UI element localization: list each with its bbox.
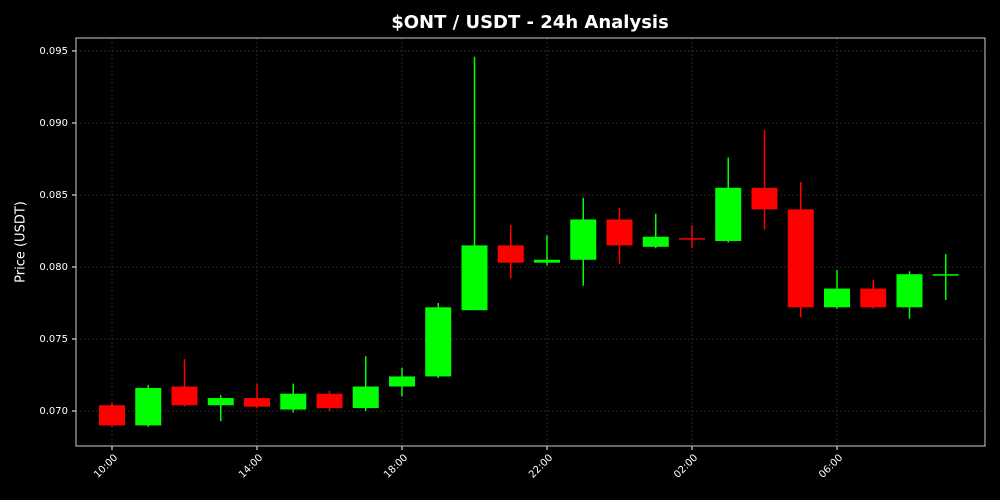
candle-body xyxy=(570,219,597,260)
x-tick-label: 06:00 xyxy=(817,452,845,480)
x-tick-label: 10:00 xyxy=(92,452,120,480)
x-tick-label: 22:00 xyxy=(527,452,555,480)
y-tick-label: 0.085 xyxy=(39,190,68,201)
chart-title: $ONT / USDT - 24h Analysis xyxy=(391,12,669,33)
candle-body xyxy=(352,386,379,409)
candle-body xyxy=(461,245,488,311)
x-tick-label: 14:00 xyxy=(237,452,265,480)
candle-body xyxy=(932,274,959,276)
candle-body xyxy=(896,274,923,308)
x-tick-label: 18:00 xyxy=(382,452,410,480)
candle-body xyxy=(316,393,343,409)
candle-body xyxy=(751,187,778,210)
candle-body xyxy=(824,288,850,308)
candle-body xyxy=(642,236,669,247)
candle-body xyxy=(787,209,814,308)
y-tick-label: 0.090 xyxy=(39,118,68,129)
candle-body xyxy=(99,405,125,426)
candle-body xyxy=(389,376,415,387)
candle-body xyxy=(425,307,452,377)
y-axis-label: Price (USDT) xyxy=(14,201,29,283)
candle-body xyxy=(860,288,887,308)
candle-body xyxy=(534,259,560,263)
candle-body xyxy=(171,386,198,406)
plot-frame xyxy=(75,37,986,447)
candle-body xyxy=(497,245,524,263)
candle-body xyxy=(207,398,234,406)
candle-body xyxy=(244,398,270,407)
candle-body xyxy=(606,219,633,246)
y-tick-label: 0.075 xyxy=(39,334,68,345)
y-tick-label: 0.070 xyxy=(39,406,68,417)
candle-body xyxy=(280,393,307,410)
y-tick-label: 0.095 xyxy=(39,46,68,57)
candle-body xyxy=(135,387,162,426)
y-tick-label: 0.080 xyxy=(39,262,68,273)
candle-body xyxy=(679,238,705,240)
x-tick-label: 02:00 xyxy=(672,452,700,480)
candle-body xyxy=(715,187,742,242)
